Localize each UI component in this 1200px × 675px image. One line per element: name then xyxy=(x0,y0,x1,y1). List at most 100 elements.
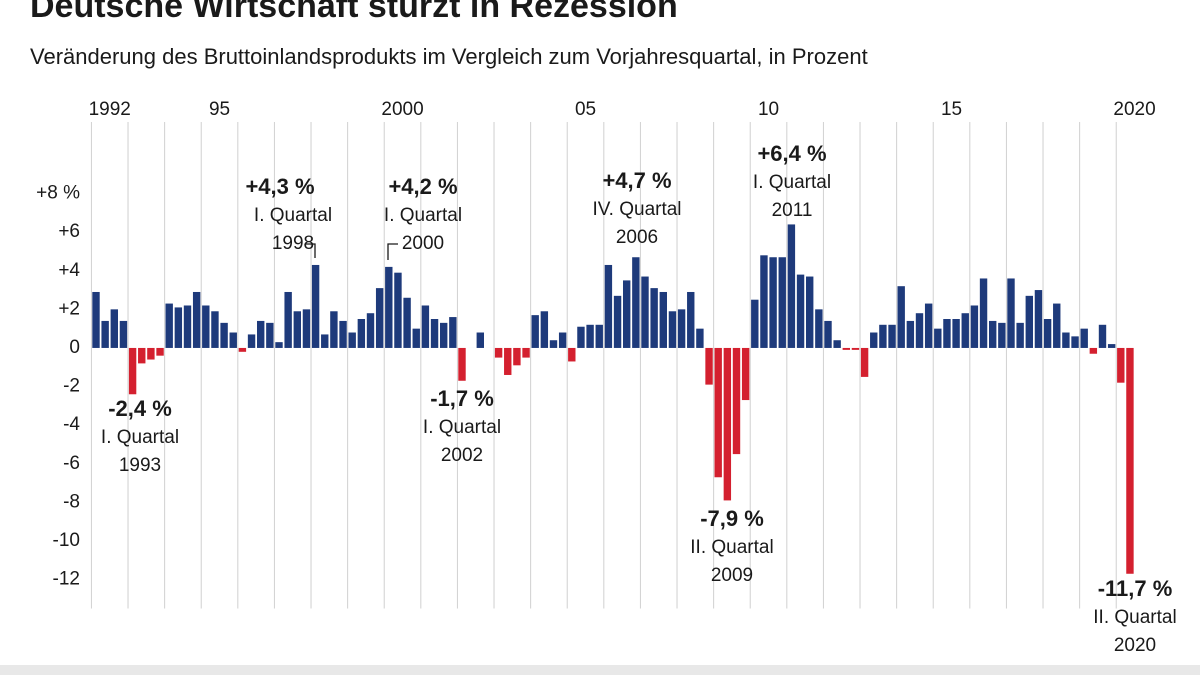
annotation: I. Quartal xyxy=(384,205,462,226)
annotation: 2002 xyxy=(441,445,483,466)
bar xyxy=(1043,319,1052,348)
bar xyxy=(92,291,100,348)
annotation: I. Quartal xyxy=(423,417,501,438)
bar xyxy=(888,324,896,348)
bar xyxy=(138,347,146,364)
bar xyxy=(924,303,933,348)
bar xyxy=(961,313,969,348)
bar xyxy=(641,276,649,348)
x-tick-label: 2000 xyxy=(381,99,423,120)
bar xyxy=(952,319,960,348)
bar xyxy=(879,324,887,348)
bar xyxy=(238,347,247,352)
annotation: I. Quartal xyxy=(753,172,831,193)
bar xyxy=(183,305,192,348)
bar xyxy=(284,291,292,348)
bar xyxy=(806,276,814,348)
y-tick-label: -12 xyxy=(53,569,80,590)
x-tick-label: 1992 xyxy=(89,99,131,120)
y-tick-label: -4 xyxy=(63,414,80,435)
bar xyxy=(650,288,658,348)
y-tick-label: +2 xyxy=(58,298,80,319)
bar xyxy=(375,288,384,348)
value-label: +4,3 % xyxy=(245,174,314,199)
bar xyxy=(1117,347,1125,383)
bar xyxy=(202,305,210,348)
bar xyxy=(513,347,521,366)
bar xyxy=(147,347,155,360)
bar xyxy=(778,257,786,348)
x-tick-label: 05 xyxy=(575,99,596,120)
bar xyxy=(906,320,915,348)
bar xyxy=(421,305,430,348)
value-label: -1,7 % xyxy=(430,386,494,411)
annotation: 2020 xyxy=(1114,635,1156,656)
bar xyxy=(128,347,137,395)
bar xyxy=(211,311,219,348)
bar xyxy=(705,347,713,385)
y-tick-label: 0 xyxy=(69,337,80,358)
bar xyxy=(1071,336,1079,348)
bar xyxy=(760,255,768,348)
bar xyxy=(769,257,777,348)
bar xyxy=(751,299,759,348)
bar xyxy=(156,347,164,356)
bar xyxy=(586,324,594,348)
y-tick-label: +4 xyxy=(58,260,80,281)
value-label: -7,9 % xyxy=(700,506,764,531)
bar xyxy=(687,291,695,348)
bar xyxy=(430,319,439,348)
bar xyxy=(247,334,256,348)
bar xyxy=(998,322,1006,348)
bar xyxy=(339,320,347,348)
bar xyxy=(257,320,265,348)
annotation: I. Quartal xyxy=(101,427,179,448)
annotation: 2000 xyxy=(402,233,444,254)
annotation-connector xyxy=(306,243,316,258)
bar xyxy=(970,305,979,348)
y-tick-label: +6 xyxy=(58,221,80,242)
bar xyxy=(302,309,311,348)
bar xyxy=(458,347,466,381)
bar xyxy=(741,347,750,401)
y-tick-label: -6 xyxy=(63,453,80,474)
bar xyxy=(494,347,503,358)
bar xyxy=(348,332,356,348)
bar xyxy=(1089,347,1098,354)
bar xyxy=(311,264,320,348)
bar xyxy=(915,313,924,348)
bar xyxy=(659,291,667,348)
bar xyxy=(934,328,942,348)
bar xyxy=(110,309,118,348)
bar xyxy=(504,347,512,375)
bar xyxy=(1126,347,1134,574)
bar xyxy=(440,322,448,348)
value-label: -11,7 % xyxy=(1098,576,1173,601)
bar xyxy=(192,291,201,348)
bar xyxy=(696,328,704,348)
bar xyxy=(394,272,402,348)
bar xyxy=(531,315,539,348)
bar xyxy=(870,332,878,348)
bar xyxy=(815,309,823,348)
bar xyxy=(540,311,549,348)
bar xyxy=(851,347,860,350)
bar xyxy=(623,280,631,348)
bar xyxy=(412,328,420,348)
bar xyxy=(403,297,411,348)
bar xyxy=(101,320,109,348)
bar xyxy=(220,322,228,348)
bar xyxy=(842,347,850,350)
annotation: 2011 xyxy=(772,200,813,221)
value-label: +4,2 % xyxy=(388,174,457,199)
y-tick-label: -8 xyxy=(63,491,80,512)
annotation: 2006 xyxy=(616,227,658,248)
y-tick-label: -10 xyxy=(53,530,80,551)
bar xyxy=(266,322,274,348)
bar xyxy=(321,334,329,348)
bar xyxy=(1080,328,1088,348)
bar xyxy=(787,224,796,348)
bar xyxy=(522,347,530,358)
bar xyxy=(385,266,393,348)
